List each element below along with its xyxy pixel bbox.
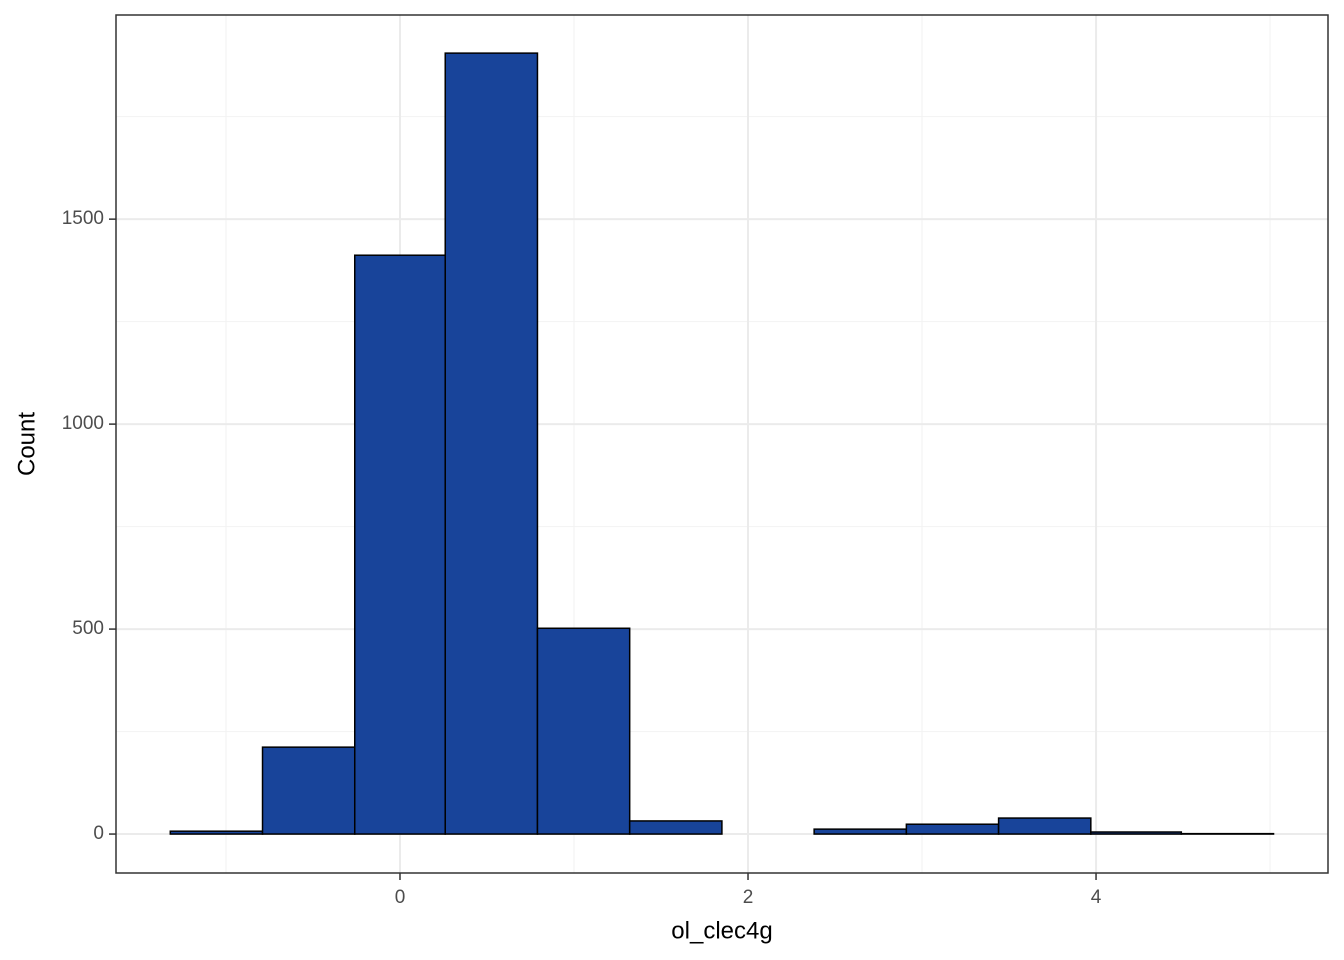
bar bbox=[353, 254, 446, 835]
bar bbox=[536, 627, 631, 835]
bar bbox=[997, 817, 1092, 835]
y-tick-label: 500 bbox=[72, 618, 104, 639]
x-tick-label: 2 bbox=[743, 887, 754, 908]
y-tick-label: 1500 bbox=[62, 208, 104, 229]
y-tick-label: 1000 bbox=[62, 413, 104, 434]
bar bbox=[905, 823, 1000, 835]
x-axis-title: ol_clec4g bbox=[671, 917, 772, 944]
bar bbox=[628, 820, 723, 835]
bar bbox=[261, 746, 356, 835]
plot-border bbox=[115, 14, 1329, 874]
bar bbox=[169, 830, 264, 835]
x-tick-label: 4 bbox=[1091, 887, 1102, 908]
y-axis-title: Count bbox=[13, 412, 40, 476]
bar bbox=[813, 828, 908, 835]
x-tick-label: 0 bbox=[395, 887, 406, 908]
bar bbox=[444, 52, 539, 835]
bar bbox=[1090, 831, 1183, 835]
y-tick-label: 0 bbox=[93, 823, 104, 844]
